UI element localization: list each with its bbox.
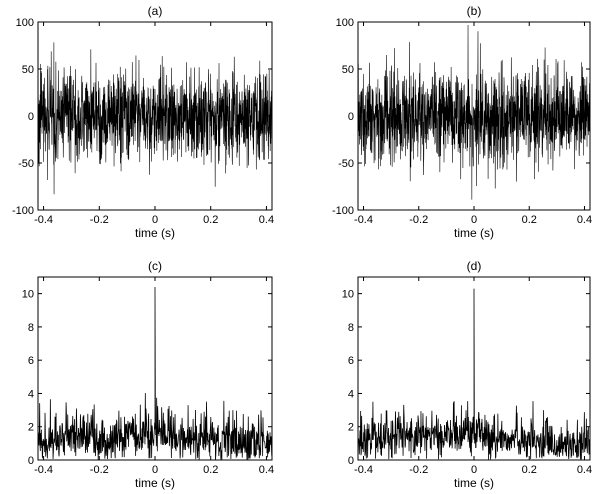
y-tick-label: 4 <box>28 388 34 400</box>
y-tick-label: 2 <box>348 422 354 434</box>
series-line <box>38 286 272 460</box>
subplot-title: (c) <box>148 259 162 273</box>
y-tick-label: 6 <box>28 355 34 367</box>
y-tick-label: 0 <box>348 455 354 467</box>
x-axis-label: time (s) <box>135 226 175 240</box>
series-line <box>358 25 590 200</box>
series-line <box>38 42 272 195</box>
y-tick-label: -100 <box>332 205 354 217</box>
y-tick-label: 2 <box>28 422 34 434</box>
x-tick-label: 0 <box>471 464 477 476</box>
y-tick-label: 6 <box>348 355 354 367</box>
x-tick-label: -0.2 <box>90 214 109 226</box>
y-tick-label: 0 <box>28 455 34 467</box>
y-tick-label: 0 <box>348 111 354 123</box>
y-tick-label: 50 <box>22 64 34 76</box>
x-tick-label: 0.4 <box>259 214 274 226</box>
y-tick-label: -50 <box>18 158 34 170</box>
x-tick-label: 0.4 <box>577 464 592 476</box>
x-tick-label: 0.2 <box>203 214 218 226</box>
y-tick-label: -100 <box>12 205 34 217</box>
series-line <box>358 288 590 460</box>
y-tick-label: 10 <box>22 289 34 301</box>
y-tick-label: 0 <box>28 111 34 123</box>
x-axis-label: time (s) <box>135 476 175 490</box>
x-axis-label: time (s) <box>454 226 494 240</box>
x-tick-label: 0 <box>152 464 158 476</box>
y-tick-label: 8 <box>348 322 354 334</box>
subplot-title: (d) <box>467 259 482 273</box>
x-tick-label: -0.4 <box>354 464 373 476</box>
x-tick-label: -0.4 <box>34 464 53 476</box>
x-tick-label: 0.2 <box>522 464 537 476</box>
x-tick-label: -0.4 <box>34 214 53 226</box>
subplot-title: (b) <box>467 4 482 18</box>
x-tick-label: -0.2 <box>90 464 109 476</box>
y-tick-label: 8 <box>28 322 34 334</box>
x-tick-label: 0 <box>471 214 477 226</box>
y-tick-label: 4 <box>348 388 354 400</box>
subplot-title: (a) <box>148 4 163 18</box>
x-tick-label: 0.4 <box>259 464 274 476</box>
x-axis-label: time (s) <box>454 476 494 490</box>
y-tick-label: 50 <box>342 64 354 76</box>
subplot-2: (b) -0.4 -0.2 0 0.2 0.4 -100 -50 0 50 100 time (s) <box>332 4 592 240</box>
x-tick-label: -0.2 <box>409 214 428 226</box>
x-tick-label: 0.4 <box>577 214 592 226</box>
x-tick-label: 0 <box>152 214 158 226</box>
subplot-1: (a) -0.4 -0.2 0 0.2 0.4 -100 -50 0 50 100 time (s) <box>12 4 274 240</box>
subplot-3: (c) -0.4 -0.2 0 0.2 0.4 0 2 4 6 8 10 time (s) <box>22 259 274 490</box>
subplot-4: (d) -0.4 -0.2 0 0.2 0.4 0 2 4 6 8 10 time (s) <box>342 259 592 490</box>
y-tick-label: -50 <box>338 158 354 170</box>
x-tick-label: 0.2 <box>522 214 537 226</box>
y-tick-label: 100 <box>336 17 354 29</box>
x-tick-label: 0.2 <box>203 464 218 476</box>
x-tick-label: -0.2 <box>409 464 428 476</box>
y-tick-label: 10 <box>342 289 354 301</box>
x-tick-label: -0.4 <box>354 214 373 226</box>
y-tick-label: 100 <box>16 17 34 29</box>
